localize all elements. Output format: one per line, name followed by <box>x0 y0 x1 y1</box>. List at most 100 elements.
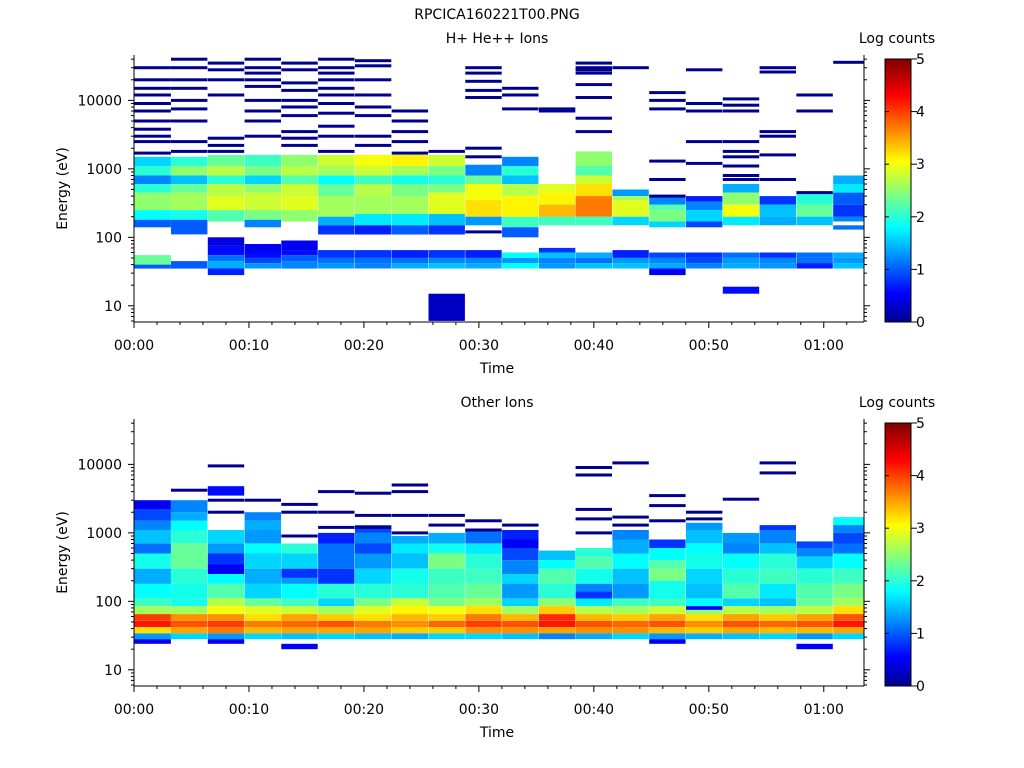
heatmap-cell <box>612 257 649 264</box>
heatmap-cell <box>465 66 502 70</box>
heatmap-cell <box>686 633 723 640</box>
heatmap-cell <box>759 583 796 599</box>
colorbar-tick-label: 0 <box>916 679 925 695</box>
heatmap-cell <box>244 134 281 138</box>
heatmap-cell <box>833 175 864 185</box>
heatmap-cell <box>612 606 649 615</box>
heatmap-cell <box>171 488 208 492</box>
heatmap-cell <box>207 184 245 197</box>
heatmap-cell <box>281 166 318 176</box>
heatmap-cell <box>612 614 649 621</box>
heatmap-cell <box>318 598 355 607</box>
heatmap-cell <box>134 156 171 166</box>
heatmap-cell <box>391 513 429 517</box>
heatmap-cell <box>354 175 392 185</box>
heatmap-cell <box>244 184 281 193</box>
heatmap-cell <box>759 134 796 138</box>
heatmap-cell <box>649 519 686 523</box>
heatmap-cell <box>207 606 245 615</box>
heatmap-cell <box>354 64 392 68</box>
heatmap-cell <box>207 210 245 222</box>
heatmap-cell <box>722 598 760 607</box>
heatmap-cell <box>207 61 245 65</box>
heatmap-cell <box>833 598 864 607</box>
heatmap-cell <box>391 130 429 134</box>
heatmap-cell <box>833 192 864 205</box>
heatmap-cell <box>465 96 502 99</box>
heatmap-cell <box>391 250 429 258</box>
heatmap-cell <box>759 633 796 640</box>
heatmap-cell <box>391 543 429 554</box>
heatmap-cell <box>354 213 392 226</box>
heatmap-cell <box>796 257 833 264</box>
heatmap-cell <box>244 553 281 569</box>
heatmap-cell <box>538 560 576 569</box>
heatmap-cell <box>796 204 833 217</box>
heatmap-cell <box>649 639 686 644</box>
heatmap-cell <box>722 286 760 294</box>
heatmap-cell <box>796 263 833 269</box>
x-tick-label: 00:10 <box>229 338 269 354</box>
heatmap-cell <box>759 598 796 607</box>
heatmap-cell <box>318 134 355 138</box>
figure-title: RPCICA160221T00.PNG <box>414 7 579 23</box>
x-tick-label: 00:40 <box>574 338 614 354</box>
heatmap-cell <box>281 175 318 185</box>
heatmap-cell <box>686 606 723 610</box>
heatmap-cell <box>281 240 318 251</box>
heatmap-cell <box>354 114 392 118</box>
heatmap-cell <box>318 196 355 217</box>
heatmap-cell <box>134 543 171 554</box>
heatmap-cell <box>796 583 833 599</box>
heatmap-cell <box>465 230 502 234</box>
heatmap-cell <box>759 606 796 615</box>
heatmap-cell <box>502 633 539 640</box>
heatmap-cell <box>465 568 502 584</box>
colorbar-label: Log counts <box>859 31 935 47</box>
heatmap-cell <box>428 583 465 599</box>
heatmap-cell <box>502 175 539 185</box>
heatmap-cell <box>759 204 796 217</box>
heatmap-cell <box>207 639 245 644</box>
heatmap-cell <box>354 225 392 235</box>
colorbar-tick-label: 3 <box>916 521 925 537</box>
heatmap-cell <box>759 471 796 475</box>
heatmap-cell <box>575 83 612 87</box>
heatmap-cell <box>207 268 245 276</box>
heatmap-cell <box>354 250 392 258</box>
heatmap-cell <box>318 154 355 166</box>
heatmap-cell <box>171 86 208 90</box>
heatmap-cell <box>281 154 318 166</box>
heatmap-cell <box>502 227 539 238</box>
heatmap-cell <box>465 598 502 607</box>
heatmap-cell <box>134 500 171 510</box>
heatmap-cell <box>171 520 208 530</box>
heatmap-cell <box>207 261 245 269</box>
x-tick-label: 00:00 <box>114 702 154 718</box>
heatmap-cell <box>759 614 796 621</box>
heatmap-cell <box>354 105 392 109</box>
heatmap-cell <box>722 620 760 628</box>
heatmap-cell <box>649 204 686 211</box>
heatmap-cell <box>833 216 864 222</box>
heatmap-cell <box>796 598 833 607</box>
heatmap-cell <box>538 107 576 111</box>
other-ions-panel: Other Ions Time Energy (eV) 00:00 00:10 00:20… <box>55 395 935 741</box>
heatmap-cell <box>354 568 392 584</box>
heatmap-cell <box>391 614 429 621</box>
heatmap-cell <box>833 204 864 217</box>
heatmap-cell <box>465 543 502 554</box>
y-tick-label: 10 <box>104 663 122 679</box>
heatmap-cell <box>649 580 686 599</box>
heatmap-cell <box>759 178 796 181</box>
heatmap-cell <box>391 598 429 607</box>
heatmap-cell <box>722 543 760 554</box>
heatmap-cell <box>833 633 864 640</box>
heatmap-cell <box>281 130 318 134</box>
x-tick-label: 00:50 <box>689 338 729 354</box>
heatmap-cell <box>171 210 208 220</box>
heatmap-cell <box>281 136 318 140</box>
heatmap-cell <box>281 250 318 256</box>
heatmap-cell <box>722 174 760 177</box>
heatmap-cell <box>759 461 796 465</box>
